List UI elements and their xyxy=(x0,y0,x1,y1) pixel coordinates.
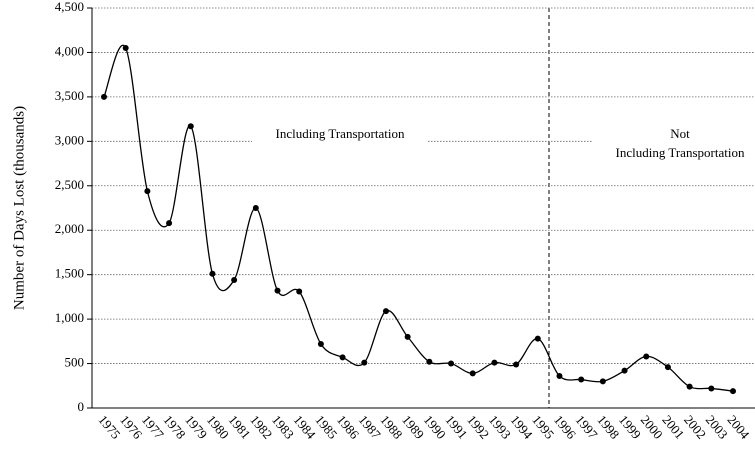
data-point xyxy=(361,359,368,366)
data-point xyxy=(686,383,693,390)
x-tick-label: 1980 xyxy=(204,412,232,442)
y-tick-label: 2,500 xyxy=(55,177,84,192)
data-point xyxy=(599,378,606,385)
data-point xyxy=(122,45,129,51)
y-axis-label: Number of Days Lost (thousands) xyxy=(11,106,27,310)
annotation: Including Transportation xyxy=(276,126,405,141)
x-tick-label: 2000 xyxy=(638,412,666,442)
data-point xyxy=(448,360,455,367)
data-point xyxy=(296,288,303,295)
data-point xyxy=(382,308,389,315)
data-point xyxy=(274,287,281,294)
x-tick-label: 1977 xyxy=(139,412,168,442)
annotation-bg xyxy=(592,128,755,168)
x-tick-label: 1996 xyxy=(551,412,580,442)
data-point xyxy=(534,335,541,342)
data-point xyxy=(491,359,498,366)
data-point xyxy=(404,333,411,340)
x-tick-label: 1986 xyxy=(334,412,363,442)
x-tick-label: 1984 xyxy=(291,412,320,442)
data-point xyxy=(317,341,324,347)
x-tick-label: 2004 xyxy=(724,412,753,442)
x-tick-label: 1981 xyxy=(226,412,254,442)
x-tick-label: 1985 xyxy=(312,412,340,442)
x-tick-label: 1990 xyxy=(421,412,449,442)
data-point xyxy=(231,277,238,283)
x-tick-label: 1978 xyxy=(160,412,188,442)
data-point xyxy=(556,373,563,379)
x-tick-label: 1983 xyxy=(269,412,297,442)
data-point xyxy=(187,123,194,130)
y-tick-label: 1,500 xyxy=(55,266,84,281)
data-point xyxy=(469,370,476,377)
data-point xyxy=(708,385,715,392)
data-point xyxy=(578,376,585,383)
x-tick-label: 1998 xyxy=(594,412,622,442)
x-tick-label: 1993 xyxy=(486,412,514,442)
x-tick-label: 1975 xyxy=(95,412,123,442)
y-tick-label: 500 xyxy=(65,355,85,370)
x-tick-label: 1989 xyxy=(399,412,427,442)
x-tick-label: 1999 xyxy=(616,412,644,442)
x-tick-label: 1988 xyxy=(377,412,405,442)
y-tick-label: 2,000 xyxy=(55,221,84,236)
data-point xyxy=(730,388,736,395)
x-tick-label: 2003 xyxy=(703,412,731,442)
annotation-bg xyxy=(252,128,428,151)
x-tick-label: 1982 xyxy=(247,412,275,442)
data-point xyxy=(339,354,346,361)
x-tick-label: 1979 xyxy=(182,412,210,442)
x-tick-label: 1991 xyxy=(442,412,470,442)
annotation: Not xyxy=(670,126,690,141)
data-point xyxy=(664,364,671,371)
y-tick-label: 0 xyxy=(78,399,85,414)
data-point xyxy=(513,361,520,368)
annotation: Including Transportation xyxy=(616,145,745,160)
data-point xyxy=(643,353,650,360)
data-point xyxy=(166,220,173,227)
x-tick-label: 1994 xyxy=(508,412,537,442)
y-tick-label: 3,000 xyxy=(55,132,84,147)
data-point xyxy=(144,188,151,195)
data-point xyxy=(252,205,259,211)
x-tick-label: 2002 xyxy=(681,412,709,442)
y-tick-label: 3,500 xyxy=(55,88,84,103)
x-tick-label: 1976 xyxy=(117,412,146,442)
y-tick-label: 4,500 xyxy=(55,0,84,14)
x-tick-label: 1992 xyxy=(464,412,492,442)
y-tick-label: 1,000 xyxy=(55,310,84,325)
x-tick-label: 2001 xyxy=(659,412,687,442)
data-point xyxy=(621,367,628,374)
y-tick-label: 4,000 xyxy=(55,43,84,58)
data-point xyxy=(209,270,216,277)
x-tick-label: 1995 xyxy=(529,412,557,442)
data-point xyxy=(101,93,107,100)
x-tick-label: 1997 xyxy=(573,412,602,442)
x-tick-label: 1987 xyxy=(356,412,385,442)
data-point xyxy=(426,358,433,365)
